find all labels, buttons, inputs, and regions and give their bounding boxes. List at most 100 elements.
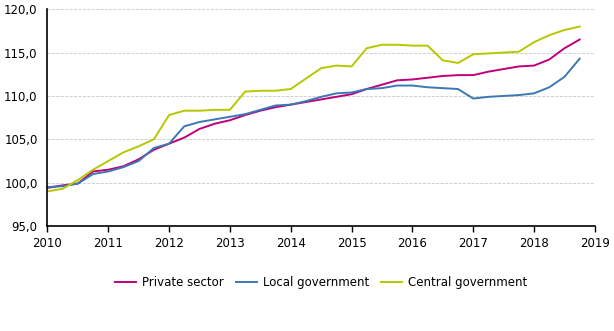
Private sector xyxy=(454,73,462,77)
Central government xyxy=(530,40,538,44)
Central government xyxy=(409,44,416,48)
Private sector xyxy=(409,77,416,81)
Private sector xyxy=(530,64,538,68)
Local government xyxy=(226,115,233,119)
Private sector xyxy=(74,182,82,186)
Central government xyxy=(439,58,446,62)
Central government xyxy=(165,113,173,117)
Central government xyxy=(317,66,325,70)
Private sector xyxy=(44,186,51,190)
Private sector xyxy=(439,74,446,78)
Private sector xyxy=(317,97,325,101)
Central government xyxy=(104,159,112,163)
Central government xyxy=(394,43,401,47)
Central government xyxy=(135,144,142,148)
Local government xyxy=(561,75,568,79)
Private sector xyxy=(272,105,279,109)
Central government xyxy=(546,33,553,37)
Central government xyxy=(241,90,249,94)
Central government xyxy=(150,137,158,141)
Local government xyxy=(409,83,416,87)
Local government xyxy=(196,120,203,124)
Private sector xyxy=(104,168,112,172)
Line: Local government: Local government xyxy=(47,59,580,187)
Local government xyxy=(454,87,462,91)
Private sector xyxy=(59,183,66,187)
Central government xyxy=(470,52,477,56)
Local government xyxy=(181,124,188,128)
Central government xyxy=(576,24,583,28)
Private sector xyxy=(576,37,583,41)
Private sector xyxy=(287,103,294,107)
Local government xyxy=(515,93,523,97)
Central government xyxy=(211,108,219,112)
Private sector xyxy=(424,76,431,80)
Local government xyxy=(333,91,340,95)
Central government xyxy=(74,178,82,182)
Local government xyxy=(74,182,82,186)
Local government xyxy=(104,169,112,173)
Central government xyxy=(515,50,523,54)
Private sector xyxy=(333,95,340,99)
Local government xyxy=(378,86,386,90)
Local government xyxy=(59,184,66,188)
Private sector xyxy=(515,65,523,69)
Private sector xyxy=(120,164,127,168)
Local government xyxy=(165,142,173,146)
Central government xyxy=(302,76,309,80)
Local government xyxy=(241,112,249,116)
Local government xyxy=(257,108,264,112)
Central government xyxy=(120,150,127,154)
Private sector xyxy=(241,113,249,117)
Central government xyxy=(89,168,96,172)
Central government xyxy=(333,64,340,68)
Central government xyxy=(424,44,431,48)
Private sector xyxy=(226,118,233,122)
Local government xyxy=(500,94,507,98)
Local government xyxy=(363,87,370,91)
Central government xyxy=(44,189,51,193)
Central government xyxy=(363,46,370,50)
Central government xyxy=(287,87,294,91)
Central government xyxy=(226,108,233,112)
Private sector xyxy=(150,148,158,152)
Legend: Private sector, Local government, Central government: Private sector, Local government, Centra… xyxy=(111,271,532,294)
Local government xyxy=(546,85,553,89)
Central government xyxy=(484,51,492,55)
Private sector xyxy=(546,58,553,62)
Central government xyxy=(500,51,507,55)
Private sector xyxy=(257,109,264,113)
Private sector xyxy=(302,100,309,104)
Local government xyxy=(530,91,538,95)
Private sector xyxy=(165,142,173,146)
Local government xyxy=(484,95,492,99)
Local government xyxy=(394,83,401,87)
Central government xyxy=(378,43,386,47)
Local government xyxy=(576,57,583,61)
Local government xyxy=(287,103,294,107)
Local government xyxy=(348,90,356,94)
Private sector xyxy=(470,73,477,77)
Local government xyxy=(424,85,431,89)
Central government xyxy=(257,89,264,93)
Local government xyxy=(135,159,142,163)
Central government xyxy=(272,89,279,93)
Local government xyxy=(439,86,446,90)
Local government xyxy=(317,95,325,99)
Private sector xyxy=(500,67,507,71)
Private sector xyxy=(181,136,188,140)
Central government xyxy=(561,28,568,32)
Line: Private sector: Private sector xyxy=(47,39,580,188)
Local government xyxy=(120,165,127,169)
Central government xyxy=(348,65,356,69)
Private sector xyxy=(89,169,96,173)
Private sector xyxy=(348,92,356,96)
Central government xyxy=(454,61,462,65)
Private sector xyxy=(394,78,401,82)
Local government xyxy=(272,104,279,108)
Private sector xyxy=(196,127,203,131)
Private sector xyxy=(484,70,492,73)
Local government xyxy=(211,118,219,121)
Private sector xyxy=(211,122,219,126)
Private sector xyxy=(561,46,568,50)
